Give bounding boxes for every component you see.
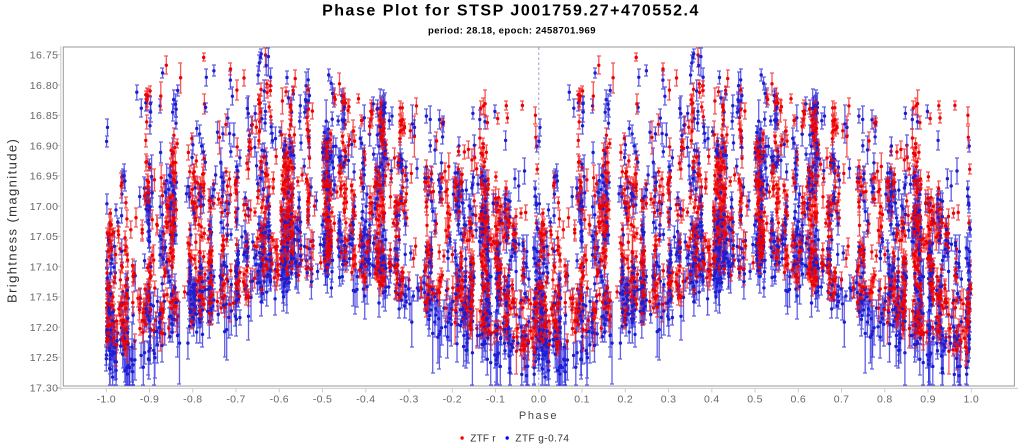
svg-text:17.05: 17.05 xyxy=(30,231,59,243)
svg-text:-0.9: -0.9 xyxy=(140,394,159,406)
svg-text:-0.5: -0.5 xyxy=(313,394,332,406)
svg-text:period: 28.18, epoch: 2458701.: period: 28.18, epoch: 2458701.969 xyxy=(428,26,596,37)
svg-text:-0.1: -0.1 xyxy=(486,394,505,406)
svg-text:-0.6: -0.6 xyxy=(270,394,289,406)
svg-text:Phase Plot for STSP J001759.27: Phase Plot for STSP J001759.27+470552.4 xyxy=(322,3,700,20)
svg-text:-0.3: -0.3 xyxy=(399,394,418,406)
svg-text:-0.8: -0.8 xyxy=(183,394,202,406)
svg-text:0.2: 0.2 xyxy=(618,394,634,406)
svg-text:16.80: 16.80 xyxy=(30,80,59,92)
svg-text:ZTF r: ZTF r xyxy=(470,434,496,445)
svg-text:0.9: 0.9 xyxy=(920,394,936,406)
svg-text:17.10: 17.10 xyxy=(30,261,59,273)
svg-text:16.90: 16.90 xyxy=(30,140,59,152)
svg-text:ZTF g-0.74: ZTF g-0.74 xyxy=(515,434,569,445)
svg-text:17.25: 17.25 xyxy=(30,352,59,364)
svg-text:16.85: 16.85 xyxy=(30,110,59,122)
svg-text:0.1: 0.1 xyxy=(574,394,590,406)
svg-text:16.95: 16.95 xyxy=(30,171,59,183)
svg-text:0.7: 0.7 xyxy=(834,394,850,406)
svg-text:Brightness (magnitude): Brightness (magnitude) xyxy=(5,138,20,303)
svg-text:0.0: 0.0 xyxy=(531,394,547,406)
svg-text:17.30: 17.30 xyxy=(30,383,59,395)
svg-text:0.8: 0.8 xyxy=(877,394,893,406)
svg-text:-0.2: -0.2 xyxy=(443,394,462,406)
svg-text:-1.0: -1.0 xyxy=(97,394,116,406)
svg-text:-0.4: -0.4 xyxy=(356,394,375,406)
svg-text:-0.7: -0.7 xyxy=(226,394,245,406)
svg-text:0.3: 0.3 xyxy=(661,394,677,406)
svg-text:1.0: 1.0 xyxy=(964,394,980,406)
svg-text:17.20: 17.20 xyxy=(30,322,59,334)
svg-text:17.00: 17.00 xyxy=(30,201,59,213)
svg-text:16.75: 16.75 xyxy=(30,50,59,62)
svg-text:17.15: 17.15 xyxy=(30,292,59,304)
svg-text:0.5: 0.5 xyxy=(747,394,763,406)
svg-text:0.4: 0.4 xyxy=(704,394,720,406)
svg-text:Phase: Phase xyxy=(519,410,558,422)
svg-text:0.6: 0.6 xyxy=(791,394,807,406)
